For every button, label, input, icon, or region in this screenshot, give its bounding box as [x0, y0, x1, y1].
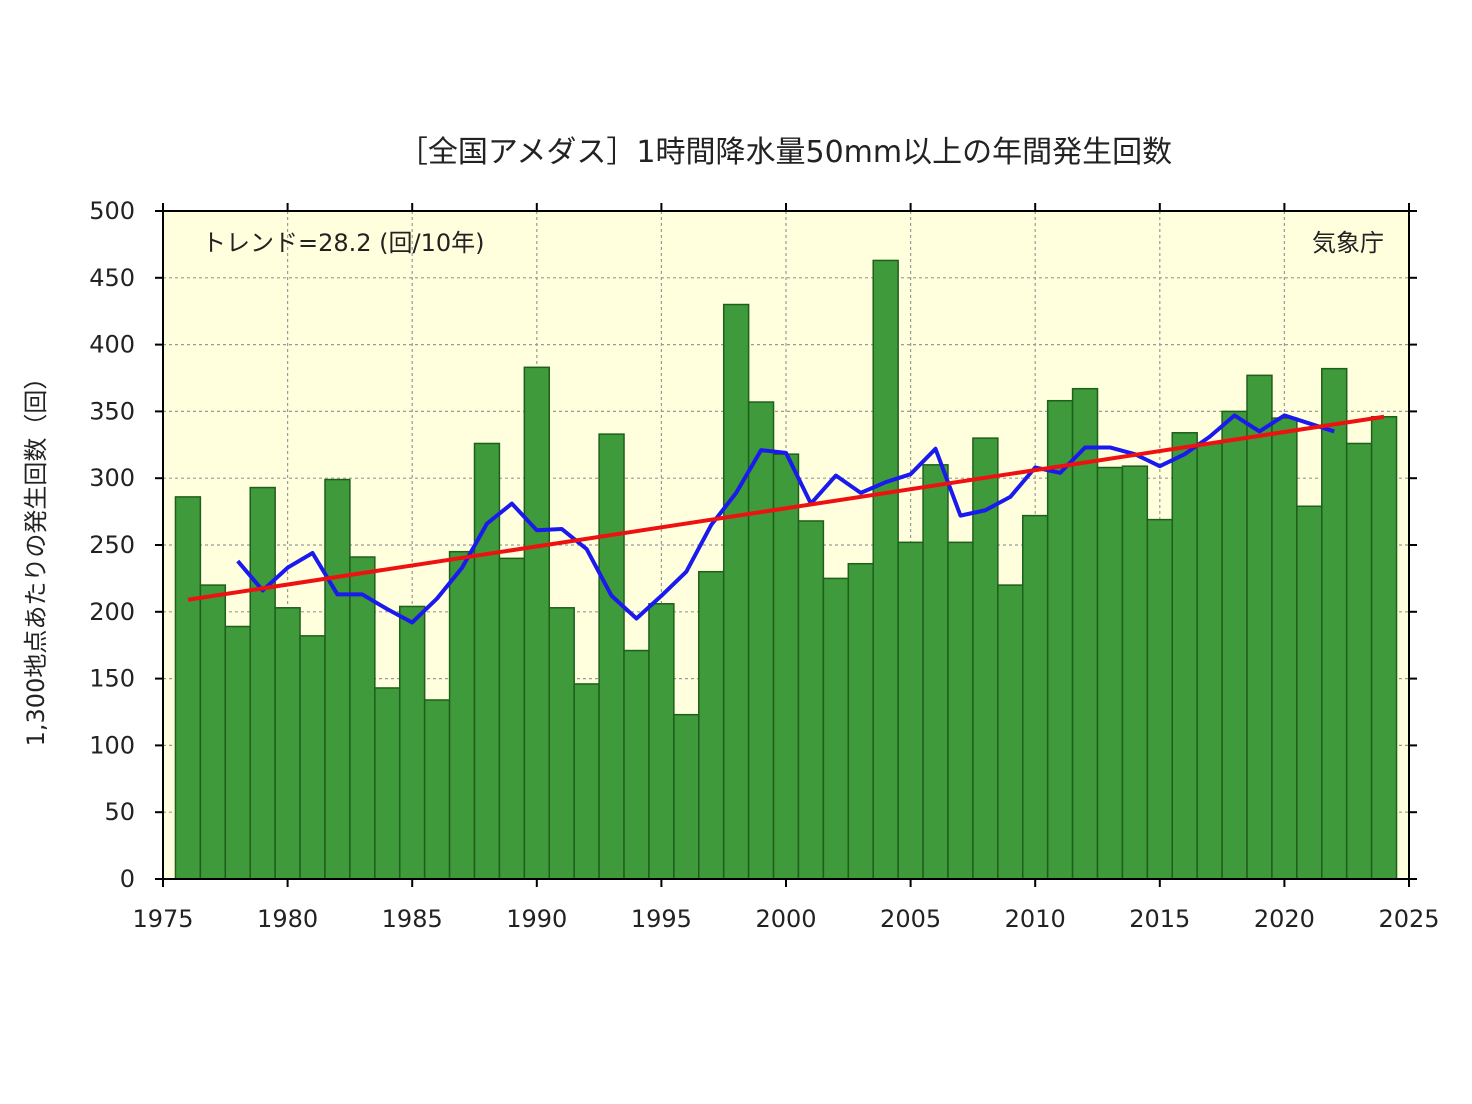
bar-1978	[224, 625, 251, 880]
bar-2018	[1221, 410, 1248, 880]
y-tick-label: 350	[89, 397, 135, 425]
bar-1997	[698, 570, 725, 880]
bar-1989	[498, 557, 526, 880]
bar-2019	[1246, 374, 1273, 880]
bar-2001	[797, 520, 825, 880]
bar-2020	[1271, 417, 1298, 880]
moving-average-line	[236, 413, 1335, 625]
x-axis-tick-labels: 1975 1980 1985 1990 1995 2000 2005 2010 2015 2020…	[132, 905, 1439, 933]
y-tick-label: 250	[89, 531, 135, 559]
bar-1982	[324, 478, 351, 880]
bar-series	[174, 259, 1398, 880]
bar-1985	[398, 605, 426, 880]
bar-2024	[1370, 415, 1398, 880]
bar-2023	[1345, 442, 1373, 880]
y-tick-label: 100	[89, 731, 135, 759]
bar-2021	[1296, 505, 1323, 880]
bar-2011	[1046, 399, 1074, 880]
x-tick-label: 1990	[506, 905, 567, 933]
x-tick-label: 1985	[382, 905, 443, 933]
trend-line	[187, 414, 1385, 602]
bar-2002	[822, 577, 850, 880]
bar-1999	[747, 401, 775, 880]
y-axis-tick-labels: 0 50 100 150 200 250 300 350 400 450 500	[89, 197, 135, 893]
bar-2022	[1321, 367, 1348, 880]
x-tick-label: 2025	[1378, 905, 1439, 933]
x-tick-label: 1980	[257, 905, 318, 933]
y-tick-label: 0	[120, 865, 135, 893]
trend-annotation: トレンド=28.2 (回/10年)	[202, 229, 485, 257]
y-tick-label: 450	[89, 264, 135, 292]
bar-2000	[772, 453, 800, 880]
x-tick-label: 1995	[631, 905, 692, 933]
bar-2013	[1096, 466, 1124, 880]
x-tick-label: 1975	[132, 905, 193, 933]
bar-2003	[847, 562, 874, 880]
y-axis-label: 1,300地点あたりの発生回数（回）	[22, 366, 50, 747]
bar-2005	[897, 541, 924, 880]
y-tick-label: 200	[89, 598, 135, 626]
x-tick-label: 2015	[1129, 905, 1190, 933]
x-tick-label: 2020	[1254, 905, 1315, 933]
bar-1984	[374, 687, 401, 880]
bar-1988	[473, 442, 501, 880]
bar-2016	[1171, 432, 1198, 880]
source-annotation: 気象庁	[1312, 229, 1384, 257]
bar-1992	[573, 683, 600, 880]
y-tick-label: 300	[89, 464, 135, 492]
bar-1987	[448, 550, 476, 880]
bar-1986	[423, 699, 451, 880]
bar-2004	[872, 259, 899, 880]
bar-1993	[598, 433, 625, 880]
bar-2010	[1021, 514, 1049, 880]
bar-2007	[947, 541, 974, 880]
y-tick-label: 150	[89, 665, 135, 693]
bar-1994	[623, 649, 650, 880]
bar-2006	[922, 464, 949, 880]
bar-1991	[548, 607, 575, 880]
bar-1981	[299, 635, 326, 880]
plot-frame	[162, 210, 1410, 880]
bar-1980	[274, 607, 301, 880]
bar-1977	[199, 584, 227, 880]
bar-2009	[997, 584, 1024, 880]
bar-2015	[1146, 518, 1174, 880]
x-tick-label: 2000	[755, 905, 816, 933]
bar-1979	[249, 486, 276, 880]
bar-2012	[1071, 387, 1099, 880]
bar-1983	[349, 556, 376, 880]
x-tick-label: 2010	[1005, 905, 1066, 933]
bar-2017	[1196, 442, 1223, 880]
chart-title: ［全国アメダス］1時間降水量50mm以上の年間発生回数	[398, 135, 1172, 170]
bar-1995	[648, 603, 675, 880]
y-tick-label: 500	[89, 197, 135, 225]
axis-ticks	[155, 203, 1417, 887]
x-tick-label: 2005	[880, 905, 941, 933]
y-tick-label: 50	[104, 798, 135, 826]
bar-1976	[174, 496, 202, 880]
bar-1998	[722, 303, 750, 880]
y-tick-label: 400	[89, 331, 135, 359]
bar-1990	[523, 366, 551, 880]
bar-1996	[673, 713, 700, 880]
bar-2014	[1121, 465, 1149, 880]
